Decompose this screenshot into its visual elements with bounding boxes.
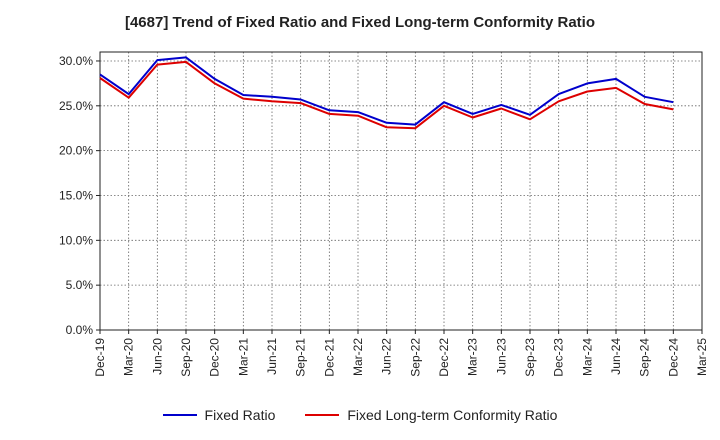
x-tick-label: Mar-22 [351, 338, 365, 376]
axes [96, 51, 703, 334]
y-tick-label: 15.0% [59, 188, 93, 202]
series-line-fixed-long-term-conformity-ratio [99, 60, 674, 130]
x-tick-label: Jun-20 [150, 338, 164, 375]
grid-lines [100, 52, 703, 330]
x-tick-label: Mar-24 [580, 338, 594, 376]
x-tick-label: Jun-23 [494, 338, 508, 375]
x-tick-label: Mar-25 [695, 338, 709, 376]
x-tick-label: Dec-23 [552, 338, 566, 377]
x-tick-label: Sep-23 [523, 338, 537, 377]
x-tick-label: Jun-24 [609, 338, 623, 375]
x-tick-label: Sep-21 [294, 338, 308, 377]
x-tick-label: Dec-20 [208, 338, 222, 377]
y-tick-label: 5.0% [66, 278, 94, 292]
y-tick-label: 20.0% [59, 144, 93, 158]
tick-labels: 0.0% 5.0% 10.0% 15.0% 20.0% 25.0% 30.0% Dec-19 M… [59, 54, 709, 377]
legend-item-fixed-ratio: Fixed Ratio [162, 407, 276, 423]
x-tick-label: Sep-20 [179, 338, 193, 377]
legend-swatch-fixed-ratio [162, 414, 197, 416]
legend: Fixed Ratio Fixed Long-term Conformity R… [0, 404, 720, 426]
x-tick-label: Jun-22 [380, 338, 394, 375]
x-tick-label: Mar-23 [466, 338, 480, 376]
x-tick-label: Jun-21 [265, 338, 279, 375]
plot-frame [99, 51, 703, 331]
y-tick-label: 10.0% [59, 233, 93, 247]
x-tick-label: Dec-22 [437, 338, 451, 377]
y-tick-label: 30.0% [59, 54, 93, 68]
x-tick-label: Dec-19 [93, 338, 107, 377]
x-tick-label: Mar-20 [122, 338, 136, 376]
x-tick-label: Dec-21 [322, 338, 336, 377]
y-tick-label: 0.0% [66, 323, 94, 337]
legend-swatch-fixed-long-term-conformity-ratio [305, 414, 340, 416]
y-tick-label: 25.0% [59, 99, 93, 113]
x-tick-label: Mar-21 [236, 338, 250, 376]
legend-label-fixed-ratio: Fixed Ratio [204, 407, 276, 423]
series-lines [99, 56, 674, 130]
legend-label-fixed-long-term-conformity-ratio: Fixed Long-term Conformity Ratio [347, 407, 558, 423]
chart-title: [4687] Trend of Fixed Ratio and Fixed Lo… [124, 14, 596, 31]
x-tick-label: Dec-24 [666, 338, 680, 377]
legend-item-fixed-long-term-conformity-ratio: Fixed Long-term Conformity Ratio [305, 407, 557, 423]
x-tick-label: Sep-24 [638, 338, 652, 377]
x-tick-label: Sep-22 [408, 338, 422, 377]
series-line-fixed-ratio [99, 56, 674, 126]
